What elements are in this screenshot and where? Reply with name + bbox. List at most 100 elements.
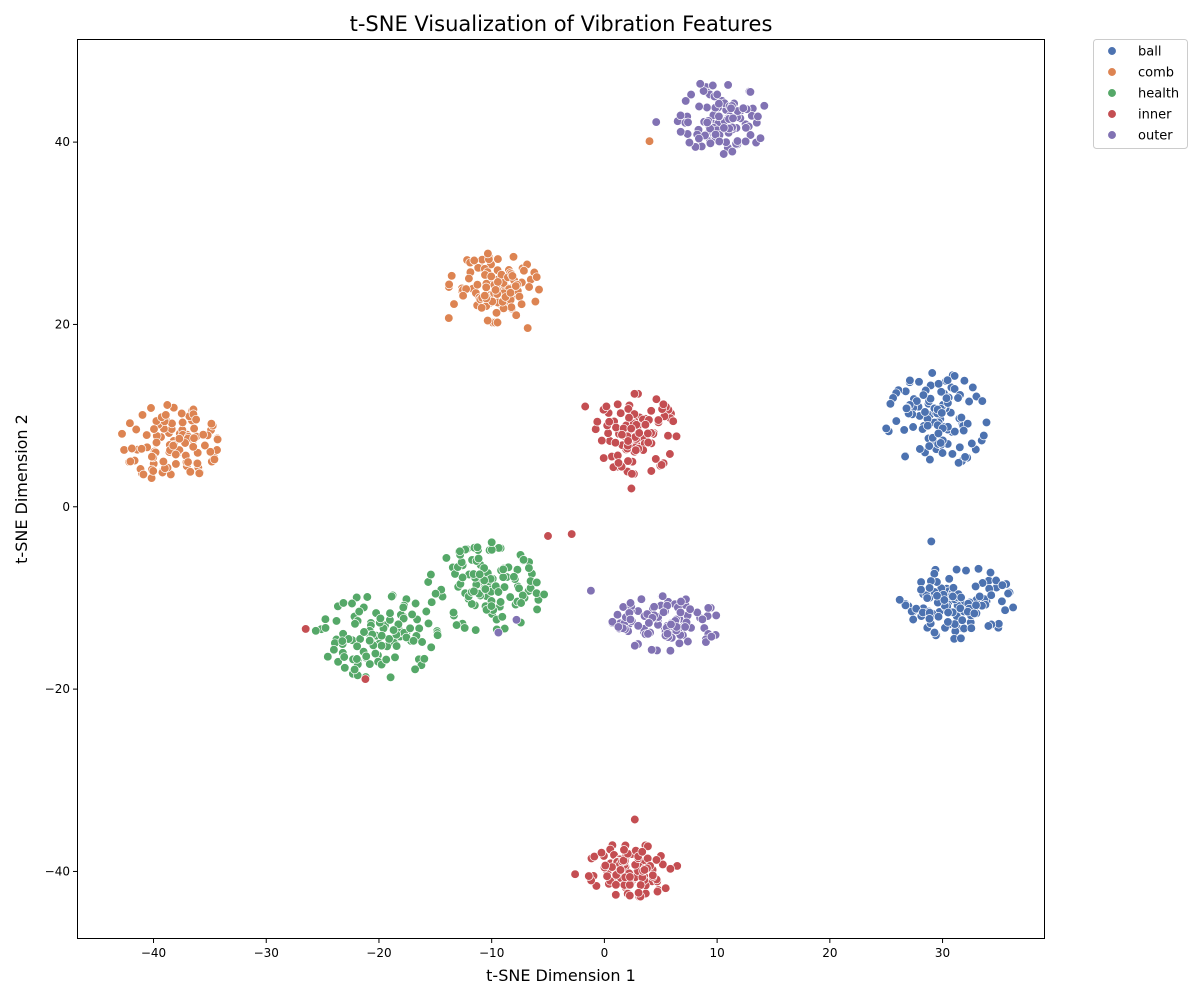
point-outer <box>644 618 654 628</box>
point-comb <box>490 285 501 295</box>
point-comb <box>148 466 158 476</box>
point-health <box>505 592 515 602</box>
point-inner <box>601 401 612 412</box>
point-outer <box>658 591 668 601</box>
point-outer <box>613 622 624 632</box>
point-comb <box>125 456 136 467</box>
point-inner <box>658 399 669 409</box>
legend-marker <box>1107 130 1117 140</box>
point-comb <box>464 273 474 284</box>
point-outer <box>666 619 676 630</box>
point-health <box>487 537 497 547</box>
legend-item-ball: ball <box>1107 45 1161 60</box>
point-health <box>423 618 434 629</box>
point-health <box>532 577 542 588</box>
point-comb <box>483 315 493 326</box>
point-health <box>388 625 399 635</box>
x-tick-label: −20 <box>366 946 391 960</box>
point-inner <box>619 845 629 855</box>
point-outer <box>738 103 748 113</box>
point-outer <box>676 127 686 137</box>
point-outer <box>719 149 729 159</box>
point-inner <box>627 469 637 479</box>
point-outer <box>702 102 712 113</box>
point-comb <box>472 280 483 290</box>
legend-marker <box>1107 88 1117 98</box>
point-ball <box>900 451 910 462</box>
point-outer <box>712 89 722 100</box>
point-ball <box>891 416 901 426</box>
legend-marker <box>1107 109 1117 119</box>
plot-frame <box>77 39 1045 939</box>
point-ball <box>973 564 984 574</box>
point-health <box>338 598 349 608</box>
point-outer <box>697 614 708 624</box>
point-health <box>472 542 483 552</box>
point-health <box>473 553 484 564</box>
point-outer <box>643 629 653 639</box>
point-health <box>359 627 369 637</box>
legend-label: ball <box>1138 45 1161 60</box>
point-ball <box>941 393 952 403</box>
point-comb <box>524 282 534 292</box>
point-ball <box>948 591 958 602</box>
series-comb <box>117 136 655 483</box>
point-outer <box>714 136 724 147</box>
point-comb <box>644 136 655 146</box>
point-comb <box>174 434 184 444</box>
point-inner <box>643 841 653 851</box>
point-inner <box>611 880 621 890</box>
point-ball <box>939 595 949 605</box>
point-ball <box>933 428 944 439</box>
point-inner <box>596 848 607 858</box>
point-health <box>509 572 519 582</box>
point-health <box>370 648 381 659</box>
point-outer <box>714 111 724 122</box>
point-inner <box>636 880 646 890</box>
point-health <box>430 589 441 599</box>
point-outer <box>723 80 733 90</box>
point-outer <box>694 133 704 144</box>
point-health <box>337 636 347 646</box>
point-inner <box>671 431 682 441</box>
point-outer <box>658 607 669 617</box>
point-comb <box>511 281 521 291</box>
chart-title: t-SNE Visualization of Vibration Feature… <box>350 12 773 36</box>
point-outer <box>685 604 695 614</box>
point-ball <box>942 375 953 385</box>
point-inner <box>603 428 613 438</box>
point-comb <box>523 323 533 333</box>
point-health <box>352 592 362 603</box>
point-outer <box>493 627 504 638</box>
point-inner <box>665 449 675 459</box>
point-comb <box>198 430 208 440</box>
point-ball <box>956 633 966 643</box>
x-tick-label: 30 <box>935 946 950 960</box>
point-health <box>498 572 508 582</box>
x-tick-label: 10 <box>709 946 724 960</box>
point-ball <box>953 393 963 403</box>
point-comb <box>117 429 127 439</box>
point-ball <box>957 615 967 625</box>
point-inner <box>618 855 629 866</box>
point-health <box>381 654 391 665</box>
point-comb <box>138 469 149 480</box>
point-comb <box>161 410 171 420</box>
point-ball <box>932 591 942 601</box>
point-health <box>419 654 429 664</box>
point-ball <box>915 444 925 454</box>
point-inner <box>624 413 634 423</box>
point-comb <box>171 459 181 469</box>
point-health <box>377 631 387 641</box>
point-ball <box>944 574 954 584</box>
point-ball <box>923 421 933 431</box>
point-outer <box>586 586 596 596</box>
point-ball <box>925 454 935 465</box>
point-health <box>495 597 506 607</box>
points-layer <box>117 79 1018 902</box>
x-tick-label: 0 <box>601 946 609 960</box>
point-ball <box>908 614 918 625</box>
point-outer <box>683 636 693 647</box>
point-inner <box>611 890 621 900</box>
point-outer <box>681 96 691 106</box>
